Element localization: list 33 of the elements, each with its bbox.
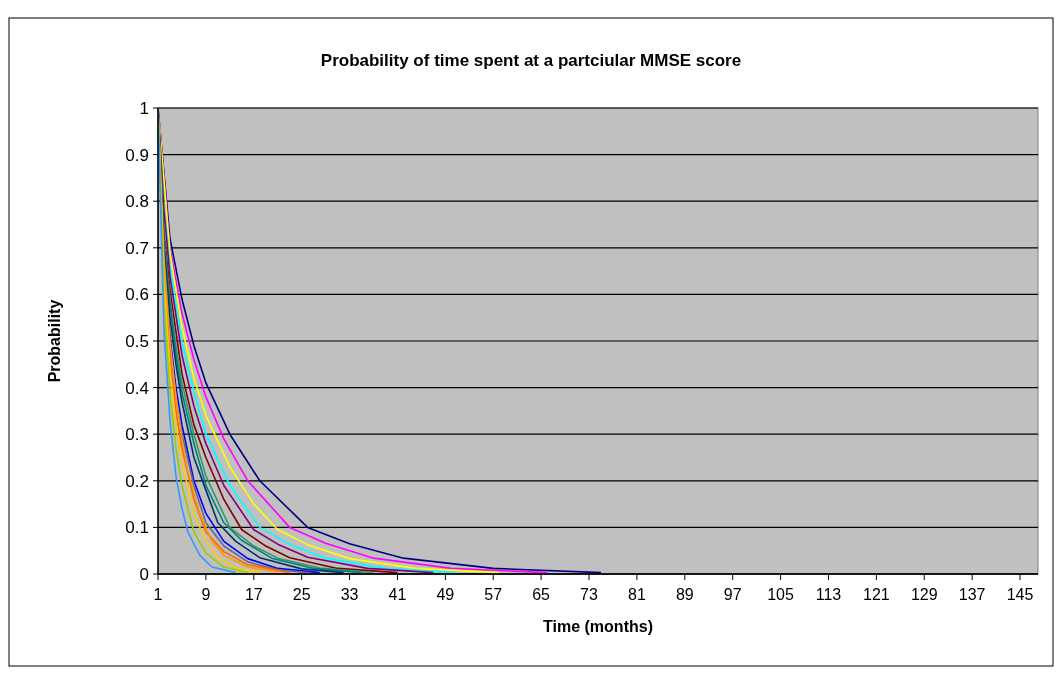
x-tick-label: 25: [292, 586, 311, 603]
x-tick-label: 81: [628, 586, 646, 603]
x-tick-label: 89: [675, 586, 694, 603]
x-tick-label: 9: [201, 586, 211, 603]
x-tick-label: 33: [340, 586, 359, 603]
x-tick-label: 113: [815, 586, 842, 603]
y-tick-label: 0.5: [125, 331, 149, 351]
y-tick-label: 0.9: [125, 145, 149, 165]
y-tick-label: 0.8: [125, 192, 149, 212]
y-axis-title: Probability: [46, 299, 63, 383]
x-tick-label: 41: [388, 586, 407, 603]
y-tick-label: 0.2: [125, 471, 149, 491]
x-tick-label: 65: [532, 586, 551, 603]
x-tick-label: 17: [244, 586, 263, 603]
x-tick-label: 129: [910, 586, 938, 603]
x-axis-title: Time (months): [543, 618, 653, 635]
x-tick-label: 97: [723, 586, 742, 603]
x-tick-label: 1: [153, 586, 163, 603]
y-tick-label: 0: [139, 564, 149, 584]
chart-title: Probability of time spent at a partciular MMSE score: [320, 51, 742, 70]
y-tick-label: 0.4: [125, 378, 149, 398]
x-tick-label: 57: [484, 586, 503, 603]
y-tick-label: 0.1: [125, 518, 149, 538]
x-tick-label: 137: [958, 586, 986, 603]
x-tick-label: 145: [1006, 586, 1034, 603]
x-tick-label: 105: [767, 586, 795, 603]
x-tick-label: 121: [863, 586, 890, 603]
y-tick-label: 0.3: [125, 425, 149, 445]
y-tick-label: 0.6: [125, 285, 149, 305]
x-tick-label: 49: [436, 586, 455, 603]
y-tick-label: 1: [139, 98, 149, 118]
y-tick-label: 0.7: [125, 238, 149, 258]
x-tick-label: 73: [580, 586, 599, 603]
